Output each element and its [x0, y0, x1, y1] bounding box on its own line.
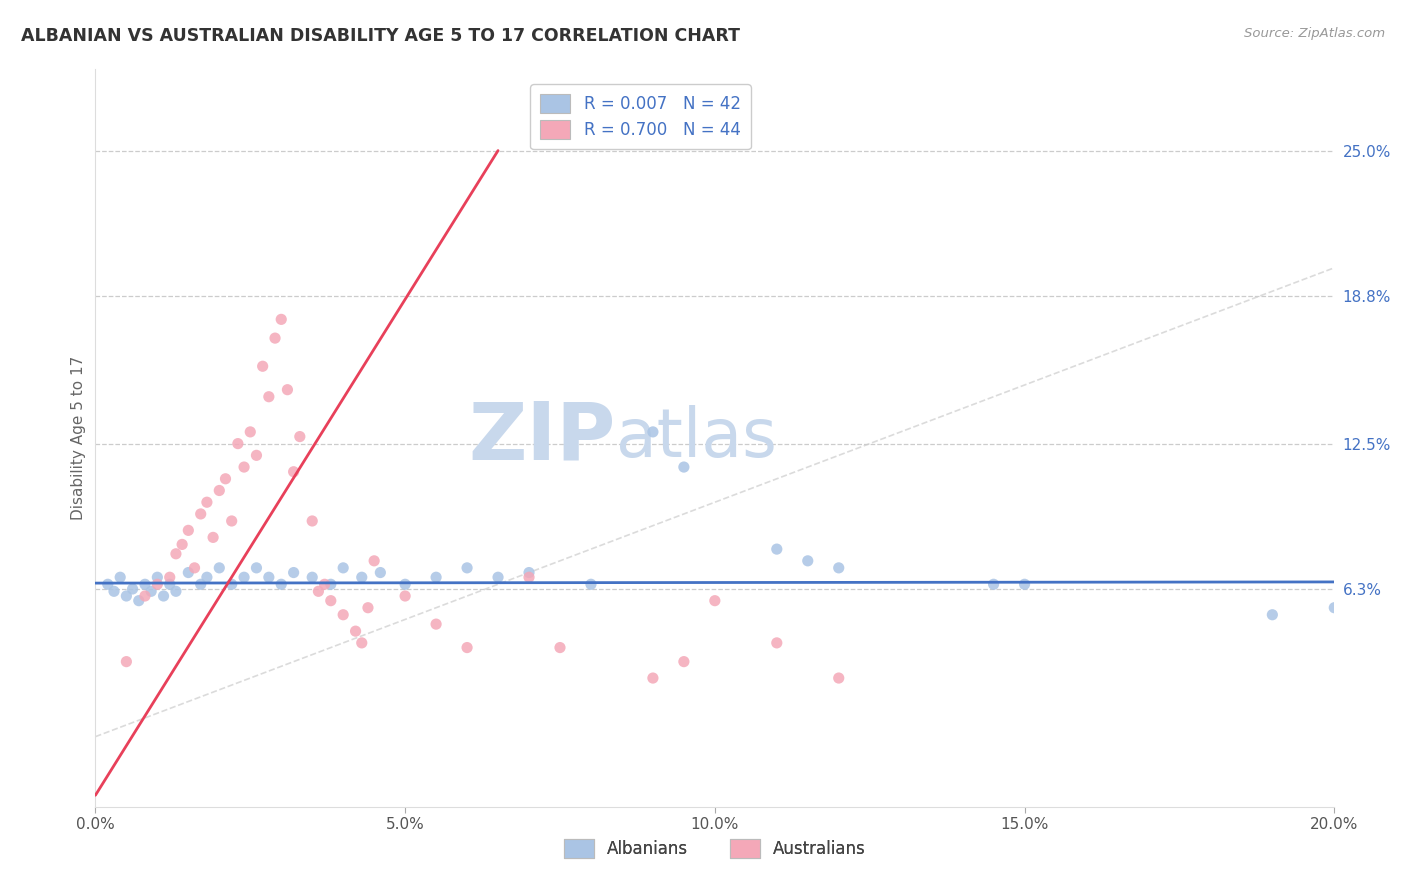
Point — [425, 570, 447, 584]
Point — [672, 460, 695, 475]
Point — [103, 584, 125, 599]
Point — [146, 570, 169, 584]
Point — [270, 312, 292, 326]
Point — [134, 589, 156, 603]
Point — [797, 554, 820, 568]
Point — [394, 577, 416, 591]
Point — [128, 593, 150, 607]
Point — [245, 561, 267, 575]
Point — [190, 577, 212, 591]
Text: Source: ZipAtlas.com: Source: ZipAtlas.com — [1244, 27, 1385, 40]
Point — [517, 566, 540, 580]
Point — [233, 570, 256, 584]
Point — [1323, 600, 1346, 615]
Point — [252, 359, 274, 374]
Point — [456, 640, 478, 655]
Point — [134, 577, 156, 591]
Point — [307, 584, 329, 599]
Point — [579, 577, 602, 591]
Point — [301, 570, 323, 584]
Point — [121, 582, 143, 596]
Point — [108, 570, 131, 584]
Point — [257, 390, 280, 404]
Point — [456, 561, 478, 575]
Point — [288, 429, 311, 443]
Text: ZIP: ZIP — [468, 399, 616, 476]
Point — [276, 383, 298, 397]
Point — [641, 671, 664, 685]
Point — [270, 577, 292, 591]
Point — [517, 570, 540, 584]
Point — [208, 483, 231, 498]
Point — [257, 570, 280, 584]
Point — [226, 436, 249, 450]
Point — [319, 593, 342, 607]
Point — [486, 570, 509, 584]
Y-axis label: Disability Age 5 to 17: Disability Age 5 to 17 — [72, 356, 86, 520]
Point — [1014, 577, 1036, 591]
Point — [425, 617, 447, 632]
Point — [332, 561, 354, 575]
Point — [177, 524, 200, 538]
Point — [177, 566, 200, 580]
Point — [245, 448, 267, 462]
Point — [195, 570, 218, 584]
Point — [152, 589, 174, 603]
Point — [115, 589, 138, 603]
Point — [146, 577, 169, 591]
Point — [264, 331, 287, 345]
Point — [703, 593, 725, 607]
Point — [350, 636, 373, 650]
Point — [97, 577, 120, 591]
Point — [165, 584, 187, 599]
Point — [172, 537, 194, 551]
Point — [344, 624, 367, 639]
Point — [1261, 607, 1284, 622]
Point — [828, 561, 851, 575]
Point — [233, 460, 256, 475]
Point — [828, 671, 851, 685]
Point — [159, 577, 181, 591]
Point — [202, 530, 225, 544]
Point — [214, 472, 236, 486]
Text: atlas: atlas — [616, 405, 776, 471]
Point — [357, 600, 380, 615]
Point — [190, 507, 212, 521]
Point — [183, 561, 205, 575]
Point — [350, 570, 373, 584]
Point — [195, 495, 218, 509]
Point — [159, 570, 181, 584]
Point — [221, 514, 243, 528]
Point — [221, 577, 243, 591]
Point — [208, 561, 231, 575]
Text: ALBANIAN VS AUSTRALIAN DISABILITY AGE 5 TO 17 CORRELATION CHART: ALBANIAN VS AUSTRALIAN DISABILITY AGE 5 … — [21, 27, 740, 45]
Point — [319, 577, 342, 591]
Point — [394, 589, 416, 603]
Point — [672, 655, 695, 669]
Legend: Albanians, Australians: Albanians, Australians — [557, 832, 873, 865]
Point — [332, 607, 354, 622]
Point — [301, 514, 323, 528]
Point — [141, 584, 163, 599]
Point — [115, 655, 138, 669]
Point — [165, 547, 187, 561]
Point — [314, 577, 336, 591]
Point — [370, 566, 392, 580]
Point — [239, 425, 262, 439]
Point — [983, 577, 1005, 591]
Point — [548, 640, 571, 655]
Point — [765, 636, 787, 650]
Point — [641, 425, 664, 439]
Point — [283, 465, 305, 479]
Point — [363, 554, 385, 568]
Point — [283, 566, 305, 580]
Point — [765, 542, 787, 557]
